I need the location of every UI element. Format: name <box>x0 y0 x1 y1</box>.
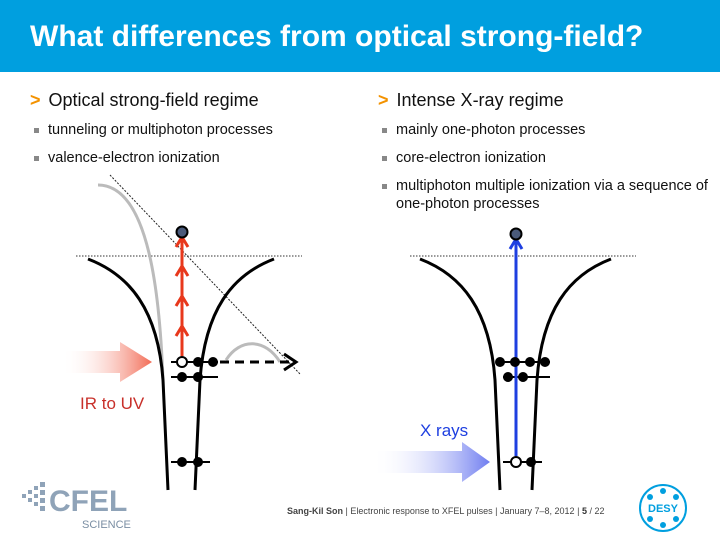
list-item: multiphoton multiple ionization via a se… <box>378 177 708 213</box>
chevron-right-icon: > <box>378 90 389 110</box>
left-bullet-list: tunneling or multiphoton processes valen… <box>30 121 360 167</box>
page-number: 5 <box>581 506 587 516</box>
electron <box>193 457 203 467</box>
electron <box>518 372 528 382</box>
list-item: valence-electron ionization <box>30 149 360 167</box>
cfel-logo-text: CFEL <box>49 485 127 518</box>
electron <box>177 372 187 382</box>
electron <box>177 457 187 467</box>
footer-author: Sang-Kil Son <box>287 506 343 516</box>
arrowhead-icon <box>283 352 299 372</box>
list-item-text: valence-electron ionization <box>48 150 220 166</box>
potential-well-left <box>87 257 170 491</box>
electron <box>526 457 536 467</box>
electron <box>193 357 203 367</box>
left-column: > Optical strong-field regime tunneling o… <box>30 90 360 177</box>
left-diagram: IR to UV <box>62 174 302 491</box>
footer-separator: | <box>577 506 580 516</box>
arrowhead-icon <box>174 263 190 277</box>
electron <box>503 372 513 382</box>
xray-beam-label: X rays <box>420 421 468 440</box>
list-item-text: mainly one-photon processes <box>396 122 586 138</box>
right-bullet-list: mainly one-photon processes core-electro… <box>378 121 708 213</box>
ejected-electron <box>509 227 523 241</box>
footer-date: January 7–8, 2012 <box>500 506 575 516</box>
bullet-square-icon <box>34 128 39 133</box>
bullet-square-icon <box>382 128 387 133</box>
footer-talk-title: Electronic response to XFEL pulses <box>350 506 493 516</box>
bullet-square-icon <box>382 156 387 161</box>
page-total: / 22 <box>589 506 605 516</box>
right-column: > Intense X-ray regime mainly one-photon … <box>378 90 708 223</box>
list-item: mainly one-photon processes <box>378 121 708 139</box>
ejected-electron <box>175 225 189 239</box>
electron <box>193 372 203 382</box>
bullet-square-icon <box>34 156 39 161</box>
tunnel-bump-curve <box>224 342 282 363</box>
potential-well-right <box>193 257 275 491</box>
electron <box>208 357 218 367</box>
list-item: core-electron ionization <box>378 149 708 167</box>
list-item-text: tunneling or multiphoton processes <box>48 122 273 138</box>
chevron-right-icon: > <box>30 90 41 110</box>
desy-logo-text: DESY <box>648 503 679 515</box>
ir-beam-arrow <box>62 342 152 382</box>
right-diagram: X rays <box>372 227 636 491</box>
right-heading-text: Intense X-ray regime <box>396 90 564 110</box>
arrowhead-icon <box>174 323 190 337</box>
electron <box>540 357 550 367</box>
electron <box>495 357 505 367</box>
ir-beam-label: IR to UV <box>80 394 145 413</box>
list-item: tunneling or multiphoton processes <box>30 121 360 139</box>
cfel-logo: CFEL SCIENCE <box>22 482 131 531</box>
hole <box>510 456 522 468</box>
electron <box>525 357 535 367</box>
cfel-logo-subtext: SCIENCE <box>82 519 131 531</box>
arrowhead-icon <box>174 293 190 307</box>
bullet-square-icon <box>382 184 387 189</box>
potential-well-right <box>530 257 612 491</box>
footer: Sang-Kil Son | Electronic response to XF… <box>287 506 604 516</box>
footer-separator: | <box>495 506 498 516</box>
desy-logo: DESY <box>639 484 687 532</box>
laser-field-line <box>109 174 301 375</box>
left-heading: > Optical strong-field regime <box>30 90 360 111</box>
hole <box>176 356 188 368</box>
list-item-text: multiphoton multiple ionization via a se… <box>396 178 708 212</box>
right-heading: > Intense X-ray regime <box>378 90 708 111</box>
distorted-potential-curve <box>97 183 165 381</box>
left-heading-text: Optical strong-field regime <box>48 90 259 110</box>
xray-beam-arrow <box>372 442 490 482</box>
electron <box>510 357 520 367</box>
potential-well-left <box>419 257 502 491</box>
slide-title: What differences from optical strong-fie… <box>30 20 644 53</box>
footer-separator: | <box>345 506 348 516</box>
list-item-text: core-electron ionization <box>396 150 546 166</box>
title-bar: What differences from optical strong-fie… <box>0 0 720 72</box>
